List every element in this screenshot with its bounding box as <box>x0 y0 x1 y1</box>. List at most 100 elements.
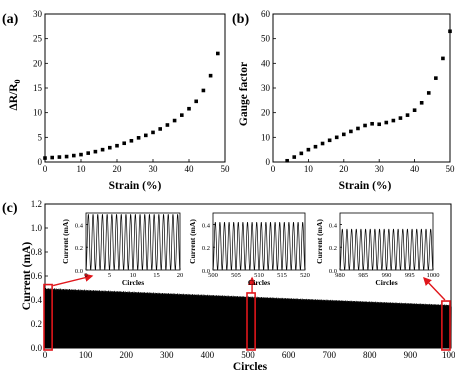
panel-a-point <box>57 155 62 159</box>
panel-b-point <box>384 120 389 125</box>
panel-b-point <box>370 121 374 126</box>
panel-a-xtick-label: 50 <box>221 164 231 174</box>
panel-a-point <box>187 106 191 111</box>
panel-c-inset-ytick-label: 0.2 <box>329 245 337 252</box>
panel-c-highlights <box>43 273 451 351</box>
panel-c-ytick-label: 0.0 <box>31 343 43 353</box>
panel-a-xtick-label: 0 <box>43 164 48 174</box>
panel-c-inset-x-label: Circles <box>248 278 270 287</box>
panel-c-ytick-label: 0.4 <box>31 295 43 305</box>
panel-b-plot: 0 10 20 30 40 50 0 10 20 30 40 50 60 <box>261 9 455 174</box>
panel-b-ytick-label: 50 <box>261 34 271 44</box>
panel-a-point <box>64 154 69 159</box>
panel-c-xtick-label: 0 <box>43 350 48 360</box>
panel-b-point <box>405 113 410 117</box>
panel-c-ytick-label: 1.0 <box>31 223 43 233</box>
panel-a-point <box>100 147 105 152</box>
panel-b-point <box>306 147 311 152</box>
panel-a-point <box>194 99 198 104</box>
panel-a-point <box>136 136 141 140</box>
panel-c-current-band <box>45 288 451 348</box>
panel-a-point <box>72 153 76 158</box>
panel-c-inset-xtick-label: 0 <box>84 272 87 279</box>
panel-c-inset-bg <box>213 213 305 270</box>
panel-c-xtick-label: 800 <box>363 350 377 360</box>
panel-a-point <box>158 127 162 131</box>
panel-c-inset-y-label: Current (mA) <box>188 219 197 264</box>
panel-a: (a) ΔR/R0 Strain (%) 0 10 20 30 40 50 0 5 10 15 20… <box>2 9 230 192</box>
panel-c-inset-ytick-label: 0.4 <box>329 222 338 229</box>
panel-a-label: (a) <box>2 12 19 27</box>
panel-c-inset-ytick-label: 0.4 <box>75 222 84 229</box>
panel-c-inset-x-label: Circles <box>122 278 144 287</box>
panel-b-point <box>342 132 346 137</box>
panel-b-xtick-label: 20 <box>339 164 349 174</box>
panel-c-inset-y-label: Current (mA) <box>315 219 324 264</box>
panel-c-ytick-label: 0.8 <box>31 247 43 257</box>
panel-b-y-label: Gauge factor <box>238 62 250 126</box>
panel-c-inset-xtick-label: 515 <box>277 272 287 279</box>
panel-c-xtick-label: 700 <box>322 350 336 360</box>
panel-b-point <box>391 118 396 123</box>
panel-a-point <box>144 133 148 138</box>
panel-c-ytick-label: 1.2 <box>31 199 42 209</box>
panel-c-inset-ytick-label: 0.0 <box>202 268 210 275</box>
panel-c-xtick-label: 900 <box>404 350 418 360</box>
panel-b-point <box>412 108 417 112</box>
panel-b-point <box>313 144 318 149</box>
panel-c-highlight-box <box>43 283 53 351</box>
panel-b-point <box>292 155 297 159</box>
panel-b-point <box>320 141 325 146</box>
panel-a-xtick-label: 10 <box>77 164 87 174</box>
panel-c-inset-xtick-label: 20 <box>177 272 184 279</box>
panel-c-xtick-label: 1000 <box>442 350 455 360</box>
panel-c-highlight-box <box>246 292 256 351</box>
panel-c-label: (c) <box>2 201 18 216</box>
panel-a-plot: 0 10 20 30 40 50 0 5 10 15 20 25 30 <box>33 9 230 174</box>
panel-a-point <box>122 141 126 146</box>
panel-c-inset-xtick-label: 990 <box>382 272 392 279</box>
panel-b-xtick-label: 30 <box>375 164 385 174</box>
panel-c-xtick-label: 100 <box>79 350 93 360</box>
panel-b-point <box>363 123 367 128</box>
panel-a-ytick-label: 0 <box>38 157 43 167</box>
panel-a-xtick-label: 40 <box>185 164 195 174</box>
panel-b-ytick-label: 30 <box>261 83 271 93</box>
panel-c-xtick-label: 400 <box>201 350 215 360</box>
panel-a-point <box>115 143 119 148</box>
panel-c-inset-xtick-label: 15 <box>153 272 160 279</box>
panel-b-point <box>426 91 431 95</box>
panel-a-xtick-label: 20 <box>113 164 123 174</box>
panel-c-inset-ytick-label: 0.0 <box>75 268 83 275</box>
panel-a-point <box>208 73 213 78</box>
panel-b-x-label: Strain (%) <box>339 180 392 192</box>
panel-c-inset-xtick-label: 10 <box>130 272 137 279</box>
panel-c-inset-xtick-label: 985 <box>358 272 368 279</box>
panel-c-inset-trace <box>339 228 434 271</box>
panel-a-ytick-label: 5 <box>38 132 43 142</box>
panel-a-ytick-label: 10 <box>33 108 43 118</box>
panel-c-xtick-label: 300 <box>160 350 174 360</box>
panel-c-inset-xtick-label: 510 <box>254 272 264 279</box>
panel-b: (b) Gauge factor Strain (%) 0 10 20 30 40 500… <box>232 9 455 192</box>
panel-c-inset: 980 985 990 995 1000 0.0 0.2 0.4 Circles Current … <box>315 212 440 287</box>
panel-c-highlight-arrow <box>423 276 446 301</box>
panel-c-highlight-arrow <box>52 273 94 287</box>
panel-b-point <box>356 126 360 131</box>
panel-c-inset-x-label: Circles <box>375 278 397 287</box>
panel-b-xtick-label: 40 <box>410 164 420 174</box>
panel-a-ytick-label: 15 <box>33 83 43 93</box>
panel-a-xtick-label: 30 <box>149 164 159 174</box>
panel-c-inset-trace <box>212 222 306 271</box>
panel-b-ytick-label: 10 <box>261 132 271 142</box>
panel-c: (c) Current (mA) Circles 0 100 200 300 400 50… <box>2 199 455 373</box>
panel-c-xtick-label: 500 <box>241 350 255 360</box>
panel-c-inset-ytick-label: 0.4 <box>202 222 211 229</box>
panel-a-ytick-label: 25 <box>33 34 43 44</box>
panel-c-plot: 010020030040050060070080090010000.00.20.… <box>31 199 455 360</box>
panel-c-inset-ytick-label: 0.0 <box>329 268 337 275</box>
panel-a-point <box>129 138 134 143</box>
panel-c-inset-y-label: Current (mA) <box>61 219 70 264</box>
